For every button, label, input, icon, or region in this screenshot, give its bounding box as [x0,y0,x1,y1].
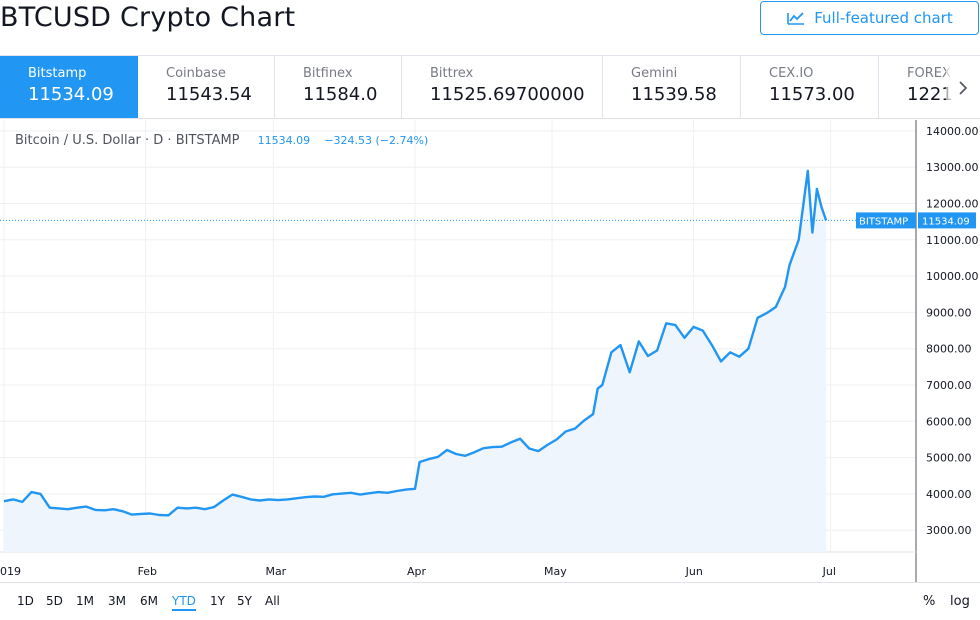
x-tick-label: 019 [0,565,21,578]
range-6m[interactable]: 6M [140,594,158,608]
price-area-fill [4,170,827,553]
y-tick-label: 6000.00 [926,415,972,428]
price-line [3,169,828,517]
full-featured-chart-button[interactable]: Full-featured chart [760,1,979,35]
tab-coinbase[interactable]: Coinbase 11543.54 [138,56,275,118]
range-selector: 1D 5D 1M 3M 6M YTD 1Y 5Y All % log [0,582,980,620]
tab-exchange-name: Bittrex [430,66,474,81]
y-tick-label: 7000.00 [926,379,972,392]
tab-bitstamp[interactable]: Bitstamp 11534.09 [0,56,138,118]
tab-bitfinex[interactable]: Bitfinex 11584.0 [275,56,402,118]
y-tick-label: 10000.00 [926,270,979,283]
tab-price: 1221 [907,84,953,105]
y-tick-label: 3000.00 [926,524,972,537]
tab-exchange-name: Bitstamp [28,66,87,81]
chart-legend: Bitcoin / U.S. Dollar · D · BITSTAMP 115… [15,133,428,148]
price-label-exchange: BITSTAMP [859,216,908,227]
legend-symbol: Bitcoin / U.S. Dollar · D · BITSTAMP [15,133,240,148]
tab-price: 11573.00 [769,84,855,105]
tab-price: 11525.69700000 [430,84,585,105]
y-tick-label: 13000.00 [926,161,979,174]
y-tick-label: 12000.00 [926,197,979,210]
chart-line-icon [787,12,805,25]
price-label-value-box [918,212,976,229]
exchange-tabs: Bitstamp 11534.09 Coinbase 11543.54 Bitf… [0,55,980,119]
x-tick-label: Jul [822,565,836,578]
tab-exchange-name: CEX.IO [769,66,814,81]
range-3m[interactable]: 3M [108,594,126,608]
y-tick-label: 5000.00 [926,452,972,465]
percent-scale-toggle[interactable]: % [923,594,936,609]
tab-exchange-name: Coinbase [166,66,226,81]
range-ytd[interactable]: YTD [172,594,196,611]
x-tick-label: Mar [265,565,286,578]
range-1d[interactable]: 1D [17,594,34,608]
y-tick-label: 4000.00 [926,488,972,501]
range-1y[interactable]: 1Y [210,594,225,608]
tab-price: 11543.54 [166,84,252,105]
tab-forex[interactable]: FOREX 1221 [879,56,980,118]
tab-price: 11539.58 [631,84,717,105]
x-tick-label: May [544,565,567,578]
legend-last-price: 11534.09 [257,134,311,147]
x-tick-label: Apr [407,565,427,578]
price-chart[interactable]: 3000.00 4000.00 5000.00 6000.00 7000.00 8000.… [0,120,980,582]
y-tick-label: 14000.00 [926,125,979,138]
full-featured-chart-label: Full-featured chart [814,9,953,27]
tab-price: 11584.0 [303,84,378,105]
tab-cex-io[interactable]: CEX.IO 11573.00 [741,56,879,118]
tab-bittrex[interactable]: Bittrex 11525.69700000 [402,56,603,118]
y-tick-label: 8000.00 [926,343,972,356]
tab-exchange-name: Gemini [631,66,678,81]
x-tick-label: Jun [685,565,703,578]
legend-change: −324.53 (−2.74%) [324,134,429,147]
range-5y[interactable]: 5Y [237,594,252,608]
range-1m[interactable]: 1M [76,594,94,608]
y-tick-label: 9000.00 [926,306,972,319]
chevron-right-icon [959,80,968,95]
tab-exchange-name: FOREX [907,66,951,81]
tab-price: 11534.09 [28,84,114,105]
tabs-scroll-right-button[interactable] [946,56,980,118]
log-scale-toggle[interactable]: log [950,594,970,609]
range-all[interactable]: All [265,594,280,608]
range-5d[interactable]: 5D [46,594,63,608]
x-tick-label: Feb [138,565,157,578]
price-label-value: 11534.09 [922,216,970,227]
y-tick-label: 11000.00 [926,234,979,247]
chart-canvas: 3000.00 4000.00 5000.00 6000.00 7000.00 8000.… [0,120,979,582]
tab-exchange-name: Bitfinex [303,66,353,81]
page-title: BTCUSD Crypto Chart [0,2,296,33]
price-label-exchange-box [856,212,916,229]
tab-gemini[interactable]: Gemini 11539.58 [603,56,741,118]
